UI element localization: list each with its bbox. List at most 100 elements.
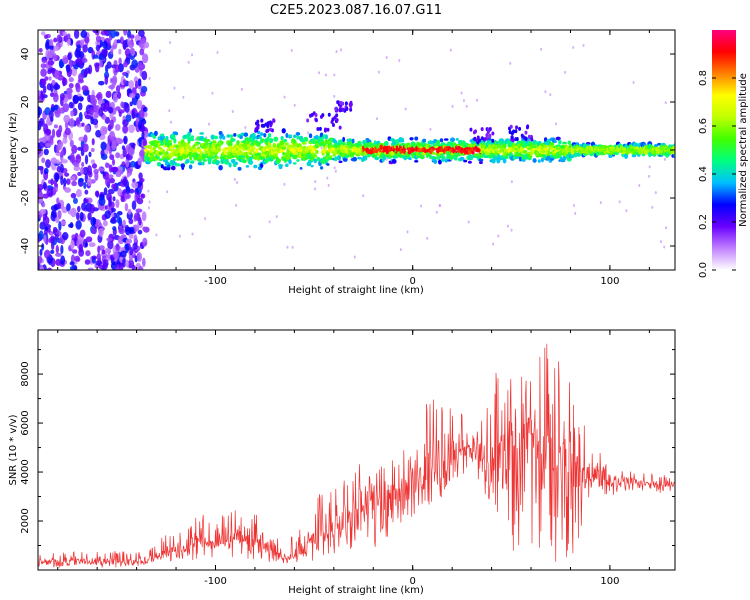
snr-ylabel: SNR (10 * v/v) [8,414,19,485]
heatmap-cell [290,48,293,52]
heatmap-cell [68,223,74,228]
heatmap-cell [126,168,133,174]
heatmap-cell [283,139,287,143]
heatmap-cell [127,259,135,269]
heatmap-cell [435,210,438,214]
heatmap-cell [95,129,102,138]
heatmap-cell [201,161,205,166]
heatmap-cell [553,139,557,144]
heatmap-cell [336,155,342,161]
heatmap-cell [254,127,258,132]
heatmap-cell [429,127,432,131]
heatmap-cell [94,219,101,228]
heatmap-cell [303,136,309,142]
heatmap-cell [526,124,530,129]
heatmap-cell [324,134,329,140]
heatmap-cell [463,159,468,163]
heatmap-cell [341,107,345,112]
heatmap-cell [54,183,58,188]
heatmap-cell [105,176,111,187]
heatmap-cell [482,141,486,146]
heatmap-cell [114,64,121,73]
heatmap-cell [124,102,130,113]
heatmap-cell [122,178,128,186]
heatmap-cell [314,135,320,140]
heatmap-cell [520,147,524,151]
heatmap-cell [101,114,107,120]
heatmap-cell [88,242,96,248]
heatmap-cell [573,150,578,153]
heatmap-cell [169,40,172,44]
heatmap-cell [574,211,577,215]
heatmap-cell [562,141,567,145]
heatmap-cell [205,139,211,143]
heatmap-cell [451,104,454,108]
heatmap-cell [286,245,289,249]
heatmap-cell [240,155,246,158]
heatmap-cell [43,167,49,175]
heatmap-cell [387,145,392,151]
heatmap-cell [82,44,88,53]
heatmap-cell [156,162,162,167]
heatmap-cell [268,127,272,132]
heatmap-cell [54,69,60,80]
heatmap-cell [178,234,181,238]
heatmap-cell [123,30,128,36]
heatmap-cell [109,154,115,160]
heatmap-cell [663,157,666,161]
heatmap-cell [111,183,117,190]
heatmap-cell [55,252,62,257]
heatmap-cell [47,60,55,66]
snr-marks [38,343,675,568]
heatmap-cell [245,165,250,168]
heatmap-cell [138,217,142,226]
heatmap-cell [49,92,55,98]
heatmap-cell [234,161,238,166]
heatmap-cell [86,165,93,176]
colorbar-tick-label: 0.2 [698,214,709,230]
heatmap-cell [259,132,264,136]
heatmap-cell [263,133,267,138]
heatmap-cell [272,118,276,123]
heatmap-cell [45,159,51,169]
heatmap-cell [75,212,80,221]
heatmap-cell [83,69,88,77]
heatmap-cell [43,123,49,134]
heatmap-cell [189,128,193,133]
heatmap-cell [648,165,651,169]
heatmap-cell [38,255,43,264]
y-tick-label: 4000 [20,459,31,484]
heatmap-cell [217,147,221,152]
heatmap-cell [95,44,101,52]
heatmap-cell [429,140,435,145]
heatmap-cell [109,30,117,39]
heatmap-cell [100,30,108,36]
heatmap-cell [69,266,74,270]
heatmap-cell [368,143,373,148]
heatmap-cell [244,126,247,130]
heatmap-cell [91,255,98,260]
heatmap-cell [38,230,44,241]
x-tick-label: -100 [204,276,227,287]
heatmap-cell [88,151,92,158]
heatmap-cell [94,190,100,197]
heatmap-cell [334,169,337,173]
heatmap-cell [84,114,92,120]
heatmap-cell [283,95,286,99]
heatmap-cell [321,152,325,156]
heatmap-cell [138,172,143,180]
heatmap-cell [285,155,291,161]
heatmap-cell [74,255,80,262]
heatmap-cell [158,146,163,150]
heatmap-cell [190,160,195,164]
heatmap-cell [39,208,47,215]
heatmap-cell [213,135,219,140]
heatmap-cell [439,148,444,153]
heatmap-cell [465,104,468,108]
heatmap-cell [323,127,327,132]
heatmap-cell [135,92,140,100]
heatmap-cell [333,73,336,77]
heatmap-cell [488,126,492,131]
heatmap-cell [296,159,300,162]
heatmap-cell [285,163,289,168]
